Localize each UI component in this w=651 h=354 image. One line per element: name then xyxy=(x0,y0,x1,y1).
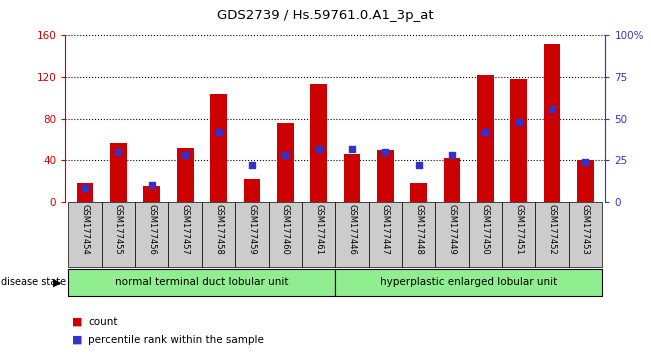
Text: hyperplastic enlarged lobular unit: hyperplastic enlarged lobular unit xyxy=(380,277,557,287)
Text: GSM177456: GSM177456 xyxy=(147,204,156,255)
Bar xyxy=(335,202,368,267)
Point xyxy=(146,182,157,188)
Bar xyxy=(535,202,569,267)
Point xyxy=(113,149,124,155)
Text: count: count xyxy=(88,317,117,327)
Bar xyxy=(302,202,335,267)
Bar xyxy=(569,202,602,267)
Bar xyxy=(344,154,360,202)
Bar xyxy=(143,186,160,202)
Point xyxy=(480,129,491,135)
Text: GDS2739 / Hs.59761.0.A1_3p_at: GDS2739 / Hs.59761.0.A1_3p_at xyxy=(217,9,434,22)
Point xyxy=(413,162,424,168)
Text: disease state: disease state xyxy=(1,277,66,287)
Point xyxy=(80,185,90,191)
Text: GSM177450: GSM177450 xyxy=(481,204,490,255)
Point xyxy=(313,146,324,152)
Bar xyxy=(169,202,202,267)
Point xyxy=(347,146,357,152)
Text: GSM177448: GSM177448 xyxy=(414,204,423,255)
Text: GSM177458: GSM177458 xyxy=(214,204,223,255)
Bar xyxy=(102,202,135,267)
Bar xyxy=(477,75,493,202)
Bar xyxy=(368,202,402,267)
Bar xyxy=(210,93,227,202)
Point xyxy=(214,129,224,135)
Text: GSM177447: GSM177447 xyxy=(381,204,390,255)
Point xyxy=(514,119,524,125)
Bar xyxy=(177,148,193,202)
Text: ■: ■ xyxy=(72,335,82,345)
Text: percentile rank within the sample: percentile rank within the sample xyxy=(88,335,264,345)
Point xyxy=(247,162,257,168)
Text: GSM177461: GSM177461 xyxy=(314,204,323,255)
Text: GSM177460: GSM177460 xyxy=(281,204,290,255)
Point xyxy=(580,159,590,165)
Bar xyxy=(235,202,269,267)
Point xyxy=(547,106,557,112)
Bar xyxy=(377,150,394,202)
Text: GSM177452: GSM177452 xyxy=(547,204,557,255)
Bar xyxy=(277,123,294,202)
Text: ■: ■ xyxy=(72,317,82,327)
Bar xyxy=(510,79,527,202)
Bar xyxy=(77,183,94,202)
Bar xyxy=(444,158,460,202)
Text: GSM177455: GSM177455 xyxy=(114,204,123,255)
Text: GSM177454: GSM177454 xyxy=(81,204,90,255)
Bar xyxy=(243,179,260,202)
Bar xyxy=(469,202,502,267)
Text: ▶: ▶ xyxy=(53,277,62,287)
Bar xyxy=(110,143,127,202)
Text: normal terminal duct lobular unit: normal terminal duct lobular unit xyxy=(115,277,288,287)
Bar xyxy=(68,269,335,296)
Point xyxy=(280,152,290,158)
Text: GSM177446: GSM177446 xyxy=(348,204,357,255)
Bar xyxy=(68,202,102,267)
Point xyxy=(380,149,391,155)
Bar xyxy=(335,269,602,296)
Text: GSM177459: GSM177459 xyxy=(247,204,256,255)
Text: GSM177449: GSM177449 xyxy=(447,204,456,255)
Bar xyxy=(269,202,302,267)
Bar xyxy=(402,202,436,267)
Text: GSM177451: GSM177451 xyxy=(514,204,523,255)
Point xyxy=(447,152,457,158)
Bar xyxy=(410,183,427,202)
Text: GSM177457: GSM177457 xyxy=(181,204,189,255)
Text: GSM177453: GSM177453 xyxy=(581,204,590,255)
Bar xyxy=(577,160,594,202)
Bar xyxy=(311,84,327,202)
Bar xyxy=(436,202,469,267)
Bar xyxy=(135,202,169,267)
Bar xyxy=(544,44,561,202)
Point xyxy=(180,152,190,158)
Bar xyxy=(202,202,235,267)
Bar xyxy=(502,202,535,267)
